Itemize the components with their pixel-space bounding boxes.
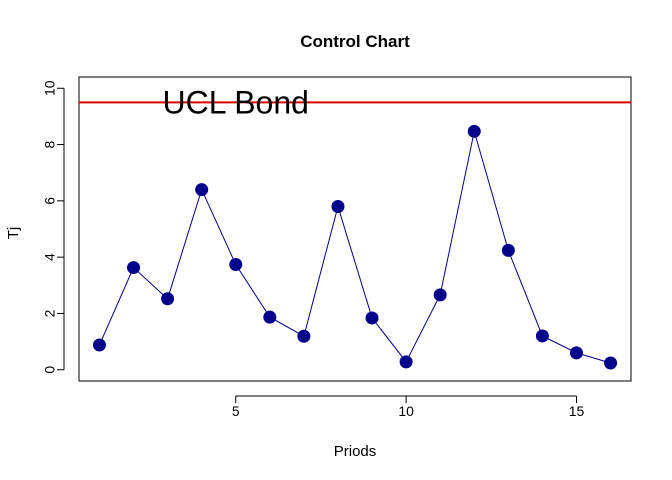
data-point	[331, 199, 345, 213]
chart-title: Control Chart	[300, 32, 410, 51]
x-tick-label: 10	[398, 403, 414, 419]
x-tick-label: 15	[569, 403, 585, 419]
data-point	[467, 124, 481, 138]
y-axis: 0 2 4 6 8 10	[42, 80, 65, 374]
data-point	[604, 356, 618, 370]
x-axis-label: Priods	[334, 443, 377, 460]
ucl-annotation: UCL Bond	[162, 84, 308, 120]
y-tick-label: 10	[42, 80, 58, 96]
series-group	[92, 124, 618, 370]
plot-area-box	[78, 76, 632, 382]
x-tick-label: 5	[232, 403, 240, 419]
data-point	[127, 261, 141, 275]
series-line	[98, 131, 611, 364]
y-tick-label: 6	[42, 197, 58, 205]
data-point	[365, 311, 379, 325]
data-point	[297, 329, 311, 343]
y-tick-label: 2	[42, 309, 58, 317]
y-axis-label: Tj	[5, 227, 22, 240]
data-point	[535, 329, 549, 343]
x-axis: 5 10 15	[232, 395, 585, 419]
data-point	[195, 183, 209, 197]
data-point	[433, 288, 447, 302]
data-point	[569, 346, 583, 360]
data-point	[399, 355, 413, 369]
data-point	[501, 243, 515, 257]
data-point	[161, 292, 175, 306]
y-tick-label: 0	[42, 366, 58, 374]
data-point	[263, 310, 277, 324]
y-tick-label: 8	[42, 140, 58, 148]
y-tick-label: 4	[42, 253, 58, 261]
data-point	[229, 257, 243, 271]
data-point	[92, 338, 106, 352]
